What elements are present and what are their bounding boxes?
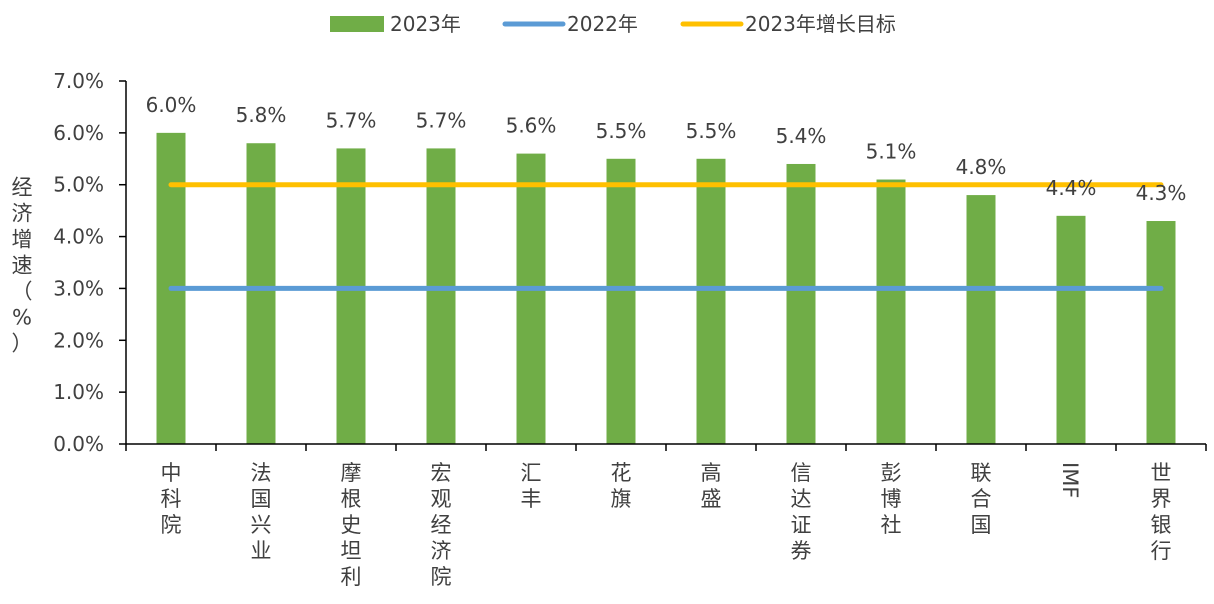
y-tick-label: 0.0% bbox=[53, 432, 104, 456]
y-axis-title: 经济增速（%） bbox=[12, 176, 33, 356]
x-tick-label: IMF bbox=[1058, 462, 1082, 498]
bar bbox=[516, 153, 546, 444]
x-tick-label: 摩根史坦利 bbox=[341, 461, 362, 589]
y-tick-label: 6.0% bbox=[53, 121, 104, 145]
data-label: 4.8% bbox=[956, 155, 1007, 179]
data-label: 5.5% bbox=[596, 119, 647, 143]
axes bbox=[119, 80, 1207, 451]
bar bbox=[336, 148, 366, 444]
bar-series bbox=[156, 132, 1176, 445]
data-label: 5.8% bbox=[236, 103, 287, 127]
legend-label: 2023年 bbox=[390, 12, 461, 36]
data-label: 5.7% bbox=[326, 108, 377, 132]
data-label: 5.7% bbox=[416, 108, 467, 132]
y-tick-label: 4.0% bbox=[53, 225, 104, 249]
x-tick-label: 中科院 bbox=[161, 461, 182, 537]
legend-label: 2022年 bbox=[567, 12, 638, 36]
x-tick-label: 法国兴业 bbox=[251, 461, 272, 563]
legend-swatch bbox=[330, 16, 384, 32]
bar bbox=[1146, 221, 1176, 444]
data-label: 4.4% bbox=[1046, 176, 1097, 200]
x-tick-label: 彭博社 bbox=[881, 461, 902, 537]
y-axis-title-text: 经济增速（%） bbox=[12, 176, 33, 356]
data-label: 5.1% bbox=[866, 140, 917, 164]
bar bbox=[426, 148, 456, 444]
bar bbox=[606, 158, 636, 445]
bar bbox=[1056, 215, 1086, 444]
y-tick-label: 7.0% bbox=[53, 69, 104, 93]
x-tick-label: 联合国 bbox=[971, 461, 992, 537]
y-tick-label: 1.0% bbox=[53, 380, 104, 404]
x-tick-label: 花旗 bbox=[611, 461, 632, 511]
y-axis-ticks: 0.0% 1.0% 2.0% 3.0% 4.0% 5.0% 6.0% 7.0% bbox=[53, 69, 104, 456]
x-tick-label: 高盛 bbox=[701, 461, 722, 511]
x-axis-labels: 中科院 法国兴业 摩根史坦利 宏观经济院 汇丰 花旗 高盛 信达证券 彭博社 联合国 IMF 世界银行 bbox=[161, 461, 1172, 589]
data-label: 5.5% bbox=[686, 119, 737, 143]
data-label: 4.3% bbox=[1136, 181, 1187, 205]
bar bbox=[786, 163, 816, 444]
data-labels: 6.0% 5.8% 5.7% 5.7% 5.6% 5.5% 5.5% 5.4% 5.1% 4.8%… bbox=[146, 93, 1187, 205]
line-series bbox=[168, 182, 1164, 291]
x-tick-label: 汇丰 bbox=[521, 461, 542, 511]
data-label: 5.4% bbox=[776, 124, 827, 148]
legend: 2023年 2022年 2023年增长目标 bbox=[330, 12, 896, 36]
data-label: 6.0% bbox=[146, 93, 197, 117]
legend-label: 2023年增长目标 bbox=[745, 12, 896, 36]
y-tick-label: 5.0% bbox=[53, 173, 104, 197]
y-tick-label: 3.0% bbox=[53, 276, 104, 300]
x-tick-label: 信达证券 bbox=[791, 461, 812, 563]
bar bbox=[696, 158, 726, 445]
bar bbox=[876, 179, 906, 444]
y-tick-label: 2.0% bbox=[53, 328, 104, 352]
bar bbox=[966, 195, 996, 444]
bar bbox=[246, 143, 276, 444]
x-tick-label: 宏观经济院 bbox=[431, 461, 452, 589]
x-tick-label: 世界银行 bbox=[1151, 461, 1172, 563]
data-label: 5.6% bbox=[506, 114, 557, 138]
